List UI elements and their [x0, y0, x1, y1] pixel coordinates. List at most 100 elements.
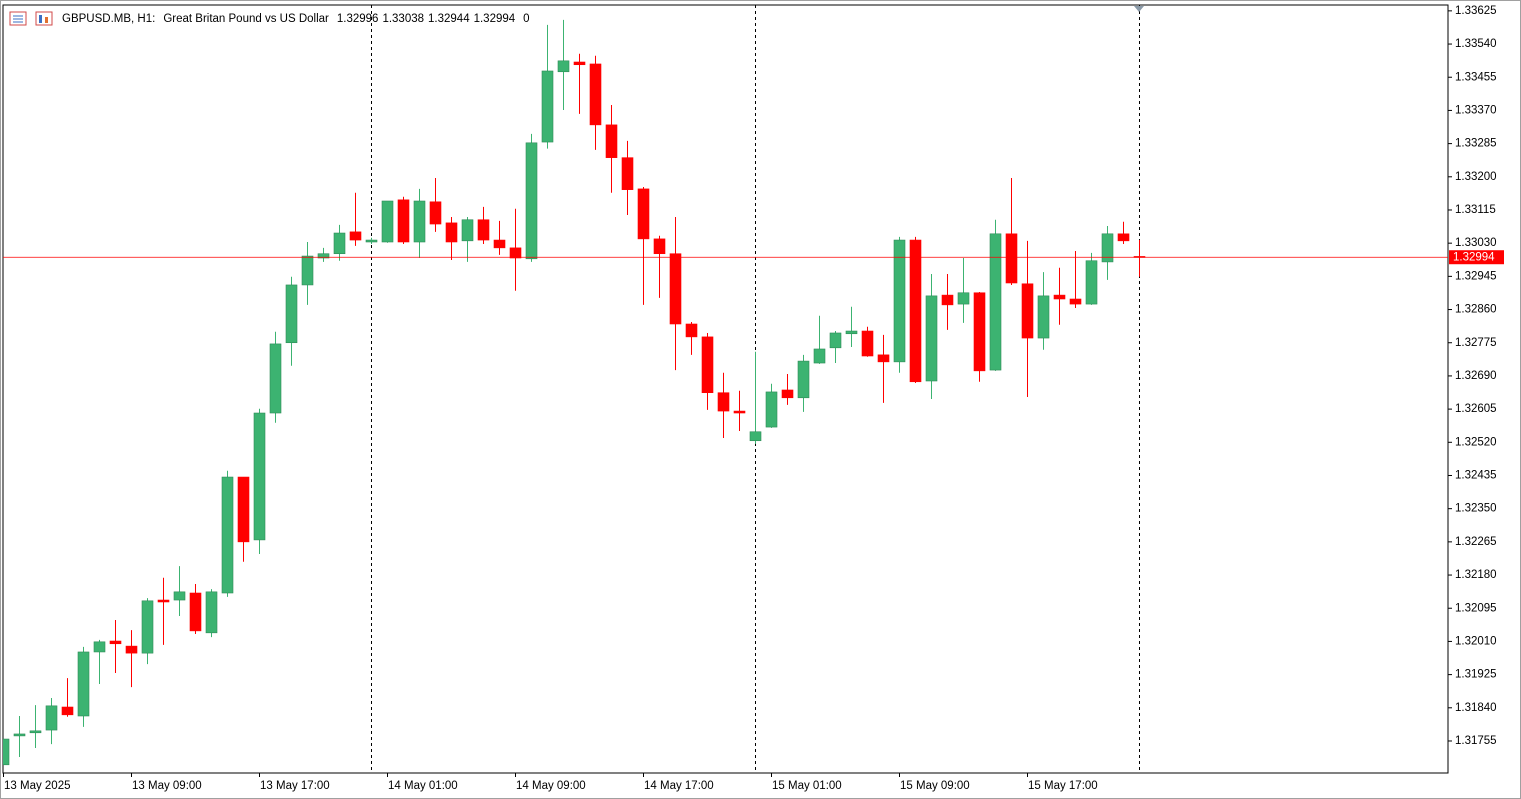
y-tick-label: 1.32775 — [1455, 337, 1497, 349]
plot-frame — [2, 4, 1449, 774]
y-tick-label: 1.33455 — [1455, 71, 1497, 83]
candle-body — [253, 412, 266, 541]
candle-body — [349, 231, 362, 241]
y-tick-label: 1.33200 — [1455, 171, 1497, 183]
candle-body — [141, 600, 154, 654]
high-value: 1.33038 — [382, 13, 424, 25]
candle-body — [893, 239, 906, 363]
y-tick-label: 1.33625 — [1455, 5, 1497, 17]
candle-body — [1117, 233, 1130, 242]
candle-body — [461, 219, 474, 242]
candle-body — [1005, 233, 1018, 284]
x-tick-label: 13 May 09:00 — [132, 780, 202, 792]
candle-body — [3, 738, 10, 766]
x-tick-label: 14 May 01:00 — [388, 780, 458, 792]
x-tick-label: 13 May 2025 — [4, 780, 71, 792]
price-label: 1.32994 — [1453, 251, 1495, 263]
candle-body — [797, 360, 810, 399]
candle-body — [317, 253, 330, 259]
candle-body — [925, 295, 938, 382]
y-tick-label: 1.31840 — [1455, 702, 1497, 714]
candle-body — [781, 389, 794, 399]
candle-body — [333, 232, 346, 255]
y-tick-label: 1.32180 — [1455, 569, 1497, 581]
y-tick-label: 1.32350 — [1455, 503, 1497, 515]
header-icons — [9, 11, 53, 26]
y-tick-label: 1.33285 — [1455, 138, 1497, 150]
candle-body — [1037, 295, 1050, 339]
icon-bar — [39, 15, 42, 23]
y-tick-label: 1.32265 — [1455, 536, 1497, 548]
shift-marker — [1134, 6, 1144, 12]
candle-body — [45, 705, 58, 731]
y-tick-label: 1.31755 — [1455, 735, 1497, 747]
candle-body — [429, 201, 442, 225]
candle-body — [1021, 283, 1034, 339]
y-tick-label: 1.31925 — [1455, 669, 1497, 681]
candle-body — [717, 392, 730, 412]
candle-body — [685, 323, 698, 338]
close-value: 1.32994 — [474, 13, 516, 25]
candle-body — [29, 730, 42, 734]
x-tick-label: 13 May 17:00 — [260, 780, 330, 792]
candle-body — [637, 188, 650, 240]
candle-body — [493, 239, 506, 249]
candle-body — [381, 200, 394, 243]
y-tick-label: 1.32010 — [1455, 635, 1497, 647]
chart-title: Great Britan Pound vs US Dollar — [163, 13, 329, 25]
candle-body — [125, 645, 138, 654]
y-tick-label: 1.32945 — [1455, 270, 1497, 282]
open-value: 1.32996 — [337, 13, 379, 25]
x-tick-label: 15 May 09:00 — [900, 780, 970, 792]
candle-body — [285, 284, 298, 344]
candle-body — [61, 706, 74, 716]
y-tick-label: 1.32860 — [1455, 304, 1497, 316]
y-tick-label: 1.32095 — [1455, 602, 1497, 614]
y-tick-label: 1.32690 — [1455, 370, 1497, 382]
y-tick-label: 1.32520 — [1455, 436, 1497, 448]
candle-body — [941, 294, 954, 306]
price-label-bg — [1449, 250, 1504, 265]
candle-body — [525, 142, 538, 260]
candle-body — [765, 391, 778, 428]
candle-body — [669, 253, 682, 325]
candle-body — [909, 239, 922, 383]
candle-body — [1069, 298, 1082, 305]
candle-body — [1085, 260, 1098, 305]
low-value: 1.32944 — [428, 13, 470, 25]
candle-body — [701, 336, 714, 394]
candle-body — [957, 292, 970, 305]
symbol: GBPUSD.MB, H1: — [62, 13, 155, 25]
candle-body — [573, 61, 586, 66]
candle-body — [589, 63, 602, 126]
candle-body — [509, 247, 522, 259]
candle-body — [13, 733, 26, 737]
candle-body — [477, 219, 490, 241]
candle-body — [173, 591, 186, 601]
candle-body — [77, 651, 90, 717]
candle-body — [189, 592, 202, 632]
candle-body — [973, 292, 986, 372]
candle-body — [205, 591, 218, 634]
candle-body — [157, 599, 170, 603]
candle-body — [557, 60, 570, 73]
candle-body — [237, 476, 250, 543]
candle-body — [109, 640, 122, 645]
candle-body — [1053, 294, 1066, 300]
candle-body — [365, 239, 378, 243]
icon — [35, 11, 53, 26]
y-tick-label: 1.32605 — [1455, 403, 1497, 415]
x-tick-label: 14 May 09:00 — [516, 780, 586, 792]
chart-header: GBPUSD.MB, H1: Great Britan Pound vs US D… — [62, 13, 530, 25]
candle-body — [845, 330, 858, 335]
candle-body — [989, 233, 1002, 371]
x-tick-label: 15 May 01:00 — [772, 780, 842, 792]
candle-body — [1101, 233, 1114, 263]
y-tick-label: 1.32435 — [1455, 470, 1497, 482]
candle-body — [93, 641, 106, 653]
candle-body — [269, 343, 282, 414]
candles — [3, 19, 1146, 766]
volume-value: 0 — [523, 13, 529, 25]
